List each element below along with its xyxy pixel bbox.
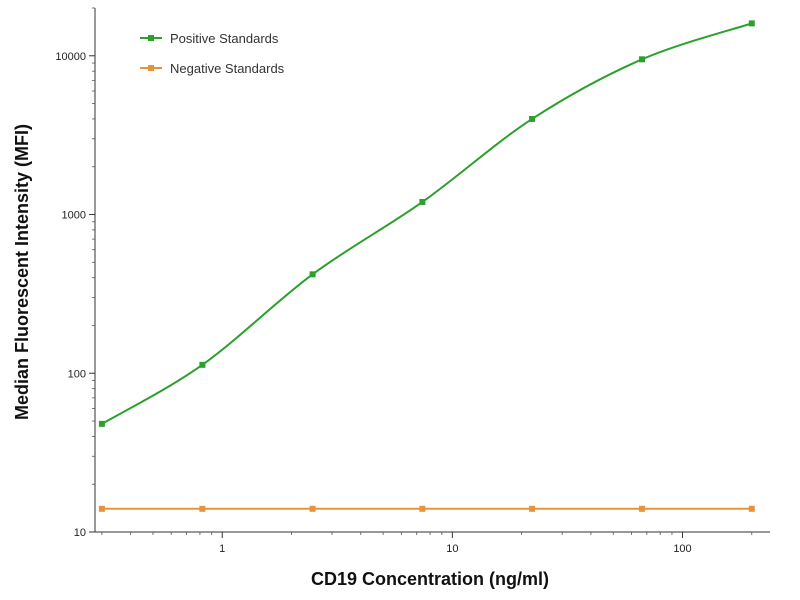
axes	[94, 8, 770, 533]
y-axis-title: Median Fluorescent Intensity (MFI)	[12, 124, 32, 420]
y-tick-label: 10000	[55, 51, 86, 63]
data-point	[309, 505, 316, 512]
legend-label: Positive Standards	[170, 31, 279, 46]
legend-label: Negative Standards	[170, 61, 285, 76]
data-point	[639, 505, 646, 512]
y-tick-label: 100	[68, 368, 86, 380]
series-layer	[98, 20, 755, 512]
data-point	[529, 115, 536, 122]
x-tick-label: 10	[446, 543, 458, 555]
data-point	[748, 20, 755, 27]
data-point	[419, 198, 426, 205]
data-point	[419, 505, 426, 512]
data-point	[199, 361, 206, 368]
x-axis-title: CD19 Concentration (ng/ml)	[311, 569, 549, 589]
data-point	[98, 420, 105, 427]
x-tick-label: 1	[219, 543, 225, 555]
data-point	[309, 271, 316, 278]
y-tick-label: 10	[74, 527, 86, 539]
data-point	[748, 505, 755, 512]
data-point	[639, 56, 646, 63]
x-ticks: 1 10 100	[101, 532, 753, 555]
series-line-0	[101, 22, 753, 425]
legend-swatch-marker	[148, 65, 154, 71]
y-ticks: 10 100 1000 10000	[55, 7, 95, 539]
data-point	[529, 505, 536, 512]
x-tick-label: 100	[673, 543, 691, 555]
y-tick-label: 1000	[62, 210, 86, 222]
legend: Positive Standards Negative Standards	[140, 31, 285, 76]
legend-swatch-marker	[148, 35, 154, 41]
data-point	[98, 505, 105, 512]
data-point	[199, 505, 206, 512]
